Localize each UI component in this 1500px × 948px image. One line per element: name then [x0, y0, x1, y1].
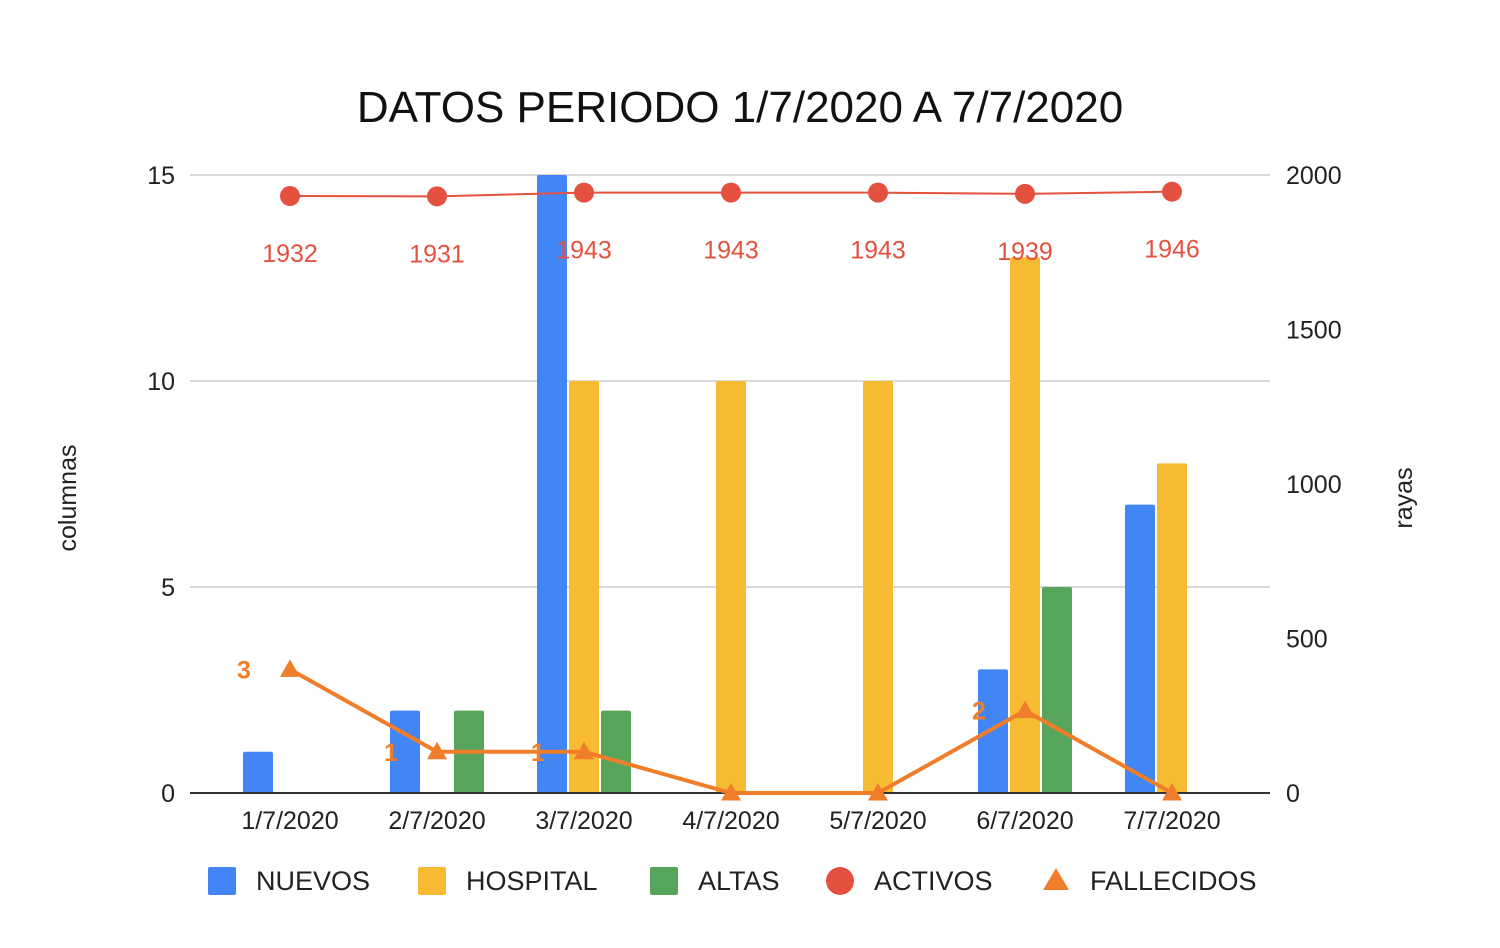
data-label-activos: 1943 [850, 237, 906, 265]
point-activos [1162, 181, 1182, 202]
point-activos [574, 182, 594, 203]
legend-swatch-activos [826, 867, 854, 895]
legend-label-activos: ACTIVOS [874, 866, 993, 896]
bar-hospital [1010, 257, 1040, 793]
point-fallecidos [280, 659, 300, 677]
legend-swatch-hospital [418, 867, 446, 895]
data-label-activos: 1932 [262, 240, 318, 268]
legend-swatch-fallecidos [1043, 868, 1069, 890]
chart-title: DATOS PERIODO 1/7/2020 A 7/7/2020 [357, 83, 1123, 132]
data-label-fallecidos: 3 [237, 656, 251, 684]
bar-nuevos [537, 175, 567, 793]
data-label-fallecidos: 2 [972, 698, 986, 726]
y2-tick-label: 1000 [1286, 471, 1342, 499]
x-tick-label: 1/7/2020 [241, 807, 338, 835]
x-tick-label: 3/7/2020 [535, 807, 632, 835]
point-activos [1015, 183, 1035, 204]
data-label-activos: 1946 [1144, 236, 1200, 264]
bar-altas [1042, 587, 1072, 793]
bar-nuevos [1125, 504, 1155, 793]
y2-tick-label: 1500 [1286, 317, 1342, 345]
bar-nuevos [978, 669, 1008, 793]
y-tick-label: 10 [147, 368, 175, 396]
data-label-activos: 1943 [703, 237, 759, 265]
legend-label-fallecidos: FALLECIDOS [1090, 866, 1257, 896]
legend-label-nuevos: NUEVOS [256, 866, 370, 896]
bar-hospital [716, 381, 746, 793]
point-activos [427, 186, 447, 207]
legend: NUEVOS HOSPITAL ALTAS ACTIVOS FALLECIDOS [208, 866, 1257, 896]
point-fallecidos [427, 741, 447, 760]
point-fallecidos [721, 783, 741, 801]
y-tick-label: 5 [161, 574, 175, 602]
x-tick-label: 2/7/2020 [388, 807, 485, 835]
point-fallecidos [1015, 700, 1035, 719]
data-label-fallecidos: 1 [531, 739, 545, 767]
bar-hospital [863, 381, 893, 793]
bars-layer [243, 175, 1187, 793]
data-label-fallecidos: 1 [384, 739, 398, 767]
bar-nuevos [243, 751, 273, 793]
data-label-activos: 1943 [556, 237, 612, 265]
point-activos [868, 182, 888, 203]
y2-tick-label: 500 [1286, 626, 1328, 654]
bar-altas [601, 710, 631, 793]
y2-tick-label: 0 [1286, 780, 1300, 808]
x-tick-label: 5/7/2020 [829, 807, 926, 835]
y-tick-label: 15 [147, 162, 175, 190]
y-axis-label: columnas [54, 445, 82, 552]
data-label-activos: 1939 [997, 238, 1053, 266]
bar-hospital [569, 381, 599, 793]
point-fallecidos [868, 783, 888, 801]
point-fallecidos [1162, 783, 1182, 801]
axis-layer: 0 5 10 15 0 500 1000 1500 2000 1/7/2020 2/7/2020 3/… [147, 162, 1341, 835]
x-tick-label: 7/7/2020 [1123, 807, 1220, 835]
x-tick-label: 4/7/2020 [682, 807, 779, 835]
y2-axis-label: rayas [1390, 467, 1418, 528]
y-tick-label: 0 [161, 780, 175, 808]
x-tick-label: 6/7/2020 [976, 807, 1073, 835]
legend-label-hospital: HOSPITAL [466, 866, 598, 896]
data-label-activos: 1931 [409, 240, 465, 268]
legend-swatch-altas [650, 867, 678, 895]
bar-hospital [1157, 463, 1187, 793]
point-activos [721, 182, 741, 203]
lines-layer: 1932 1931 1943 1943 1943 1939 1946 3 1 1 2 [237, 181, 1200, 801]
y2-tick-label: 2000 [1286, 162, 1342, 190]
point-activos [280, 186, 300, 207]
legend-swatch-nuevos [208, 867, 236, 895]
legend-label-altas: ALTAS [698, 866, 780, 896]
point-fallecidos [574, 741, 594, 760]
